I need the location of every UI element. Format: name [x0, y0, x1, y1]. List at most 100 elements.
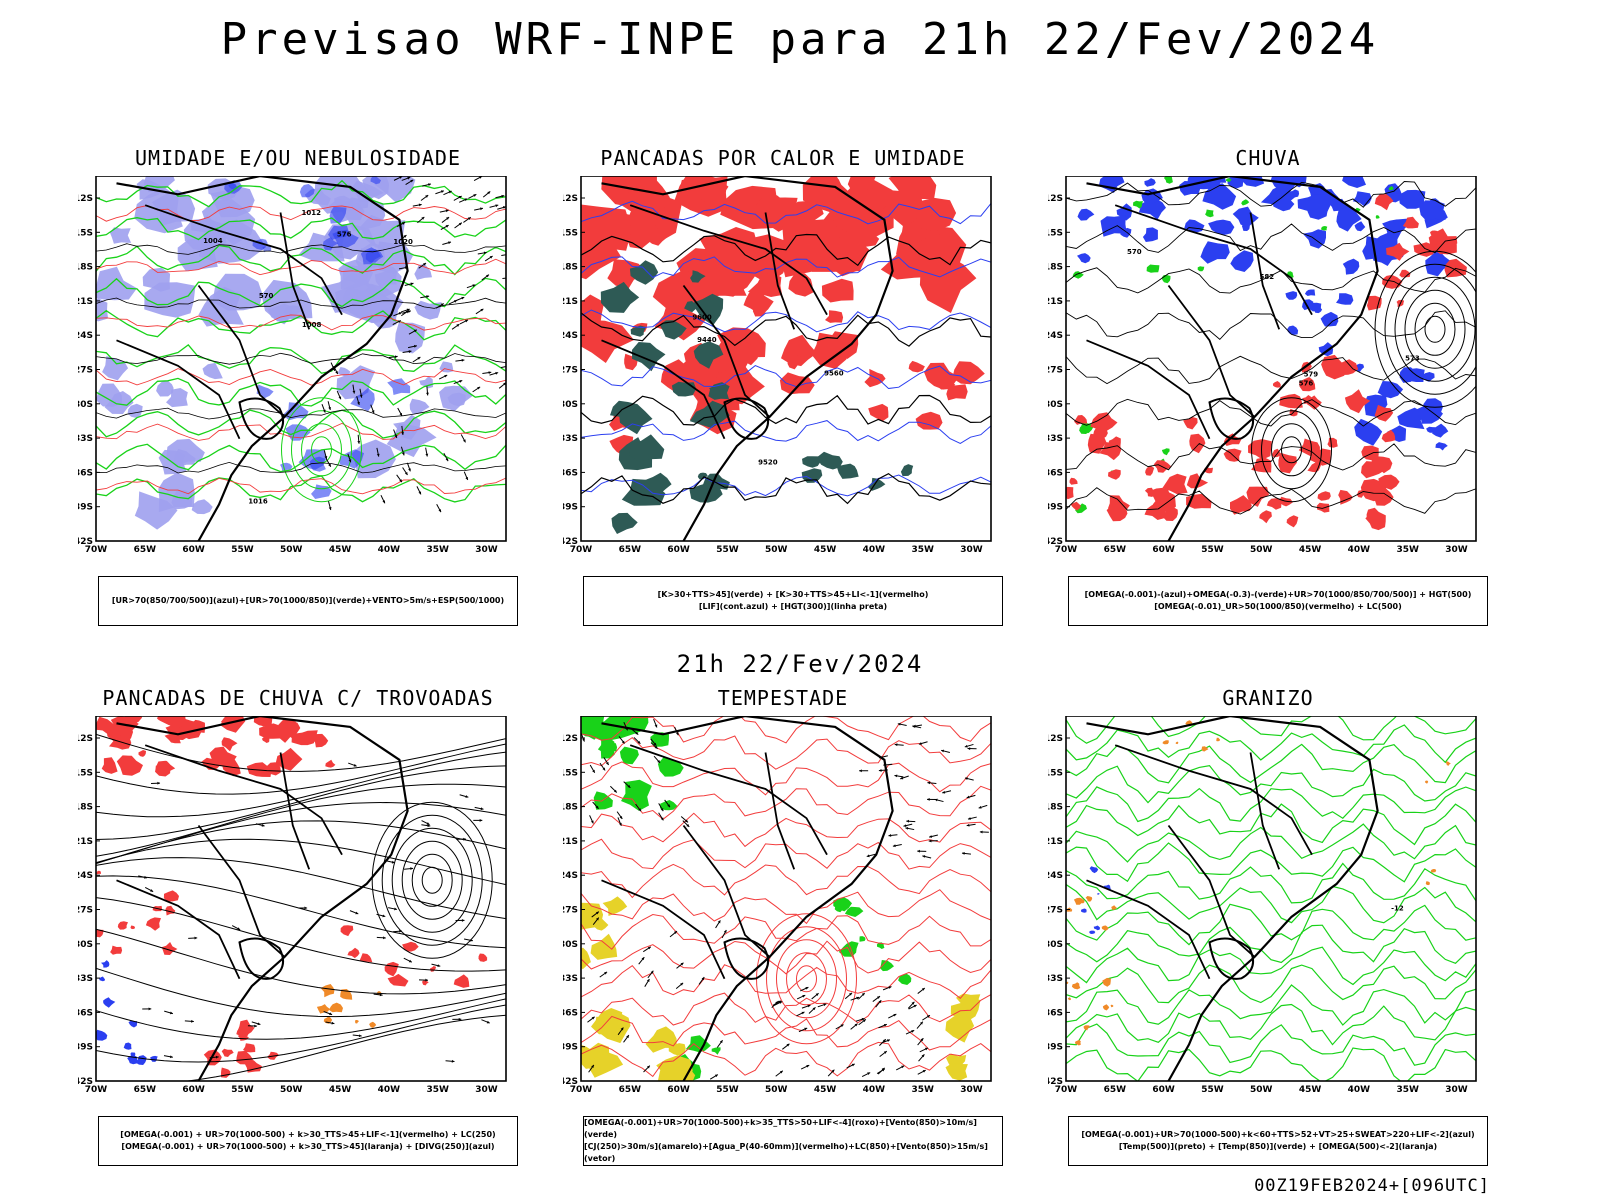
- wind850-strong: [685, 1035, 711, 1053]
- lat-label: 39S: [78, 503, 93, 513]
- contour-label: 573: [1405, 354, 1420, 362]
- streamline-arrow: [169, 1011, 173, 1015]
- wind850-vector: [638, 808, 641, 812]
- uruguay-border: [723, 397, 770, 440]
- wind-vector: [404, 472, 408, 476]
- lon-label: 40W: [863, 1085, 886, 1095]
- wind850-strong: [621, 779, 652, 811]
- lat-label: 36S: [1048, 1008, 1063, 1018]
- rain-omega: [1342, 176, 1366, 188]
- wind-vector: [489, 256, 493, 259]
- lat-label: 36S: [1048, 468, 1063, 478]
- lon-label: 55W: [716, 1085, 739, 1095]
- lat-label: 24S: [1048, 331, 1063, 341]
- thunder-showers: [243, 1043, 256, 1053]
- wind850-vector: [657, 760, 661, 763]
- hgt500-low: [1281, 436, 1302, 464]
- wind850-vector: [917, 849, 920, 853]
- streamline-arrow: [480, 807, 484, 811]
- lat-label: 18S: [563, 803, 578, 813]
- lon-label: 35W: [911, 1085, 934, 1095]
- wind850-strong: [593, 791, 613, 810]
- streamline-arrow: [451, 1059, 455, 1063]
- wind-vector: [446, 217, 450, 220]
- streamline: [96, 998, 506, 1040]
- contour-label: 576: [1299, 380, 1314, 388]
- lat-label: 21S: [1048, 297, 1063, 307]
- rain-strong: [1321, 226, 1328, 231]
- wind-vector: [502, 277, 506, 280]
- rain-omega: [1230, 250, 1254, 272]
- lc850-ring: [766, 926, 847, 1032]
- wind850-vector: [928, 839, 932, 843]
- wind-vector: [328, 463, 331, 467]
- convection-potential: [629, 260, 659, 285]
- rain-omega: [1336, 293, 1354, 305]
- contour-label: 570: [1127, 248, 1142, 256]
- hail-risk: [1089, 930, 1096, 934]
- thermal-convection: [581, 319, 634, 363]
- lon-label: 30W: [960, 1085, 983, 1095]
- thermal-convection: [820, 237, 863, 277]
- wind-vector: [398, 312, 402, 315]
- wind-vector: [467, 217, 471, 220]
- streamline: [96, 1004, 506, 1063]
- wind-vector: [502, 206, 506, 209]
- thunder-showers: [387, 973, 409, 987]
- border-line: [601, 879, 726, 980]
- uruguay-border: [238, 937, 285, 980]
- streamline-arrow: [394, 907, 397, 911]
- rain-humid: [1106, 503, 1128, 522]
- thunder-showers: [116, 755, 143, 776]
- coastline: [601, 176, 894, 541]
- convection-potential: [611, 512, 638, 534]
- omega500: [1080, 899, 1085, 904]
- temp850-contour: [1066, 984, 1476, 1026]
- legend-chuva: [OMEGA(-0.001)-(azul)+OMEGA(-0.3)-(verde…: [1068, 576, 1488, 626]
- coastline: [1086, 176, 1379, 541]
- rain-humid: [1381, 429, 1396, 443]
- wind-vector: [413, 344, 417, 348]
- map-content: -12: [1066, 716, 1476, 1081]
- wind850-vector: [831, 1069, 835, 1073]
- wind-vector: [418, 203, 422, 207]
- humidity-high: [134, 491, 178, 530]
- border-line: [1114, 744, 1313, 856]
- panel-chuva: CHUVA 582 579 576 573 570 12S 15S 18S 21S 24S 27S 3…: [1048, 146, 1488, 626]
- map-granizo: -12 12S 15S 18S 21S 24S 27S 30S 33S 36S 39S 42S70W 6…: [1048, 716, 1477, 1095]
- rain-humid: [1361, 461, 1386, 479]
- uruguay-border: [723, 937, 770, 980]
- rain-omega: [1144, 178, 1156, 187]
- rain-omega: [1397, 407, 1425, 430]
- thunder-showers: [253, 716, 273, 727]
- wind-vector: [352, 390, 356, 394]
- thermal-convection: [787, 354, 804, 370]
- wind850-vector: [660, 808, 664, 812]
- rain-omega: [1425, 249, 1454, 277]
- wind-vector: [328, 507, 332, 510]
- wind850-vector: [964, 744, 968, 748]
- lon-label: 55W: [716, 545, 739, 555]
- map-frame: [1065, 176, 1477, 542]
- humidity-low-contour: [96, 475, 506, 503]
- omega500: [1075, 1040, 1081, 1046]
- lon-label: 30W: [1445, 1085, 1468, 1095]
- wind850-vector: [893, 1013, 897, 1017]
- omega500: [1067, 997, 1071, 1001]
- wind-vector: [407, 310, 411, 313]
- temp850-contour: [1066, 764, 1476, 804]
- wind850-vector: [613, 789, 617, 793]
- wind-vector: [509, 276, 512, 279]
- wind850-vector: [967, 817, 971, 820]
- lat-label: 21S: [1048, 837, 1063, 847]
- lon-label: 60W: [182, 545, 205, 555]
- wind850-vector: [866, 854, 870, 858]
- streamline-arrow: [379, 993, 383, 997]
- thunder-showers: [422, 980, 429, 986]
- wind-vector: [440, 190, 444, 194]
- hgt500-ring: [1384, 263, 1476, 395]
- lat-label: 18S: [1048, 263, 1063, 273]
- wind850-vector: [620, 1027, 624, 1031]
- precip-water-contour: [581, 838, 991, 870]
- thermal-convection: [946, 384, 968, 401]
